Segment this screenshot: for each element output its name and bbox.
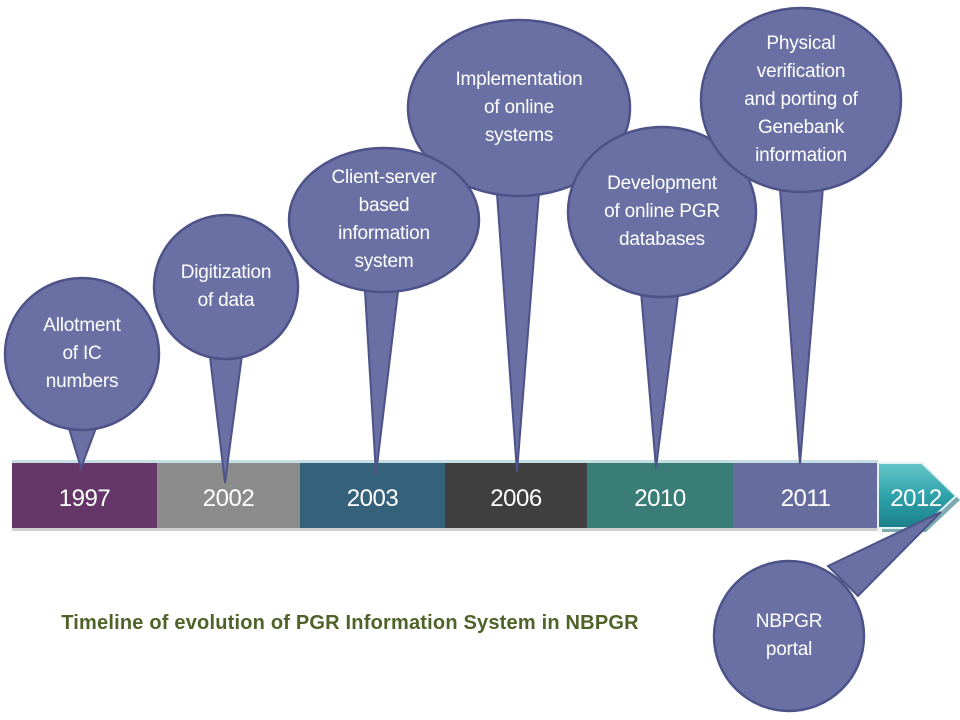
callout-label-2012: NBPGR portal xyxy=(755,610,823,660)
year-label-2003: 2003 xyxy=(346,484,399,512)
year-label-2006: 2006 xyxy=(490,484,542,512)
timeline-segment-2003 xyxy=(300,463,445,528)
diagram-caption: Timeline of evolution of PGR Information… xyxy=(61,612,639,634)
year-label-2012: 2012 xyxy=(890,484,942,512)
year-label-1997: 1997 xyxy=(58,484,111,512)
callout-tail-2003 xyxy=(362,274,402,475)
timeline-segment-2002 xyxy=(157,463,300,528)
timeline-segment-2011 xyxy=(733,463,878,528)
callout-bubble-2012 xyxy=(712,559,866,713)
callout-bubble-2006 xyxy=(406,18,632,198)
callout-label-2003: Client-server based information system xyxy=(331,166,437,273)
callout-label-2010: Development of online PGR databases xyxy=(604,172,720,251)
callout-tail-2012 xyxy=(826,511,942,598)
callout-label-2011: Physical verification and porting of Gen… xyxy=(744,32,858,167)
year-label-2002: 2002 xyxy=(202,484,255,512)
callout-label-1997: Allotment of IC numbers xyxy=(43,314,121,393)
callout-tail-2006 xyxy=(494,179,542,473)
callout-bubble-2011 xyxy=(699,6,903,194)
year-label-2010: 2010 xyxy=(634,484,686,512)
callout-tail-2011 xyxy=(777,174,826,465)
timeline-segment-2006 xyxy=(445,463,587,528)
callout-bubble-2002 xyxy=(152,213,300,361)
callout-bubble-2003 xyxy=(287,146,481,294)
callout-bubble-2010 xyxy=(566,125,758,299)
callout-tail-2010 xyxy=(638,279,682,469)
bar-bottom-shadow xyxy=(12,528,878,531)
callout-label-2006: Implementation of online systems xyxy=(455,68,583,147)
timeline-segment-2010 xyxy=(587,463,733,528)
bar-top-highlight xyxy=(12,460,878,463)
timeline-segment-1997 xyxy=(12,463,157,528)
callout-bubble-1997 xyxy=(3,276,161,432)
year-label-2011: 2011 xyxy=(780,484,831,512)
callout-label-2002: Digitization of data xyxy=(180,261,272,311)
